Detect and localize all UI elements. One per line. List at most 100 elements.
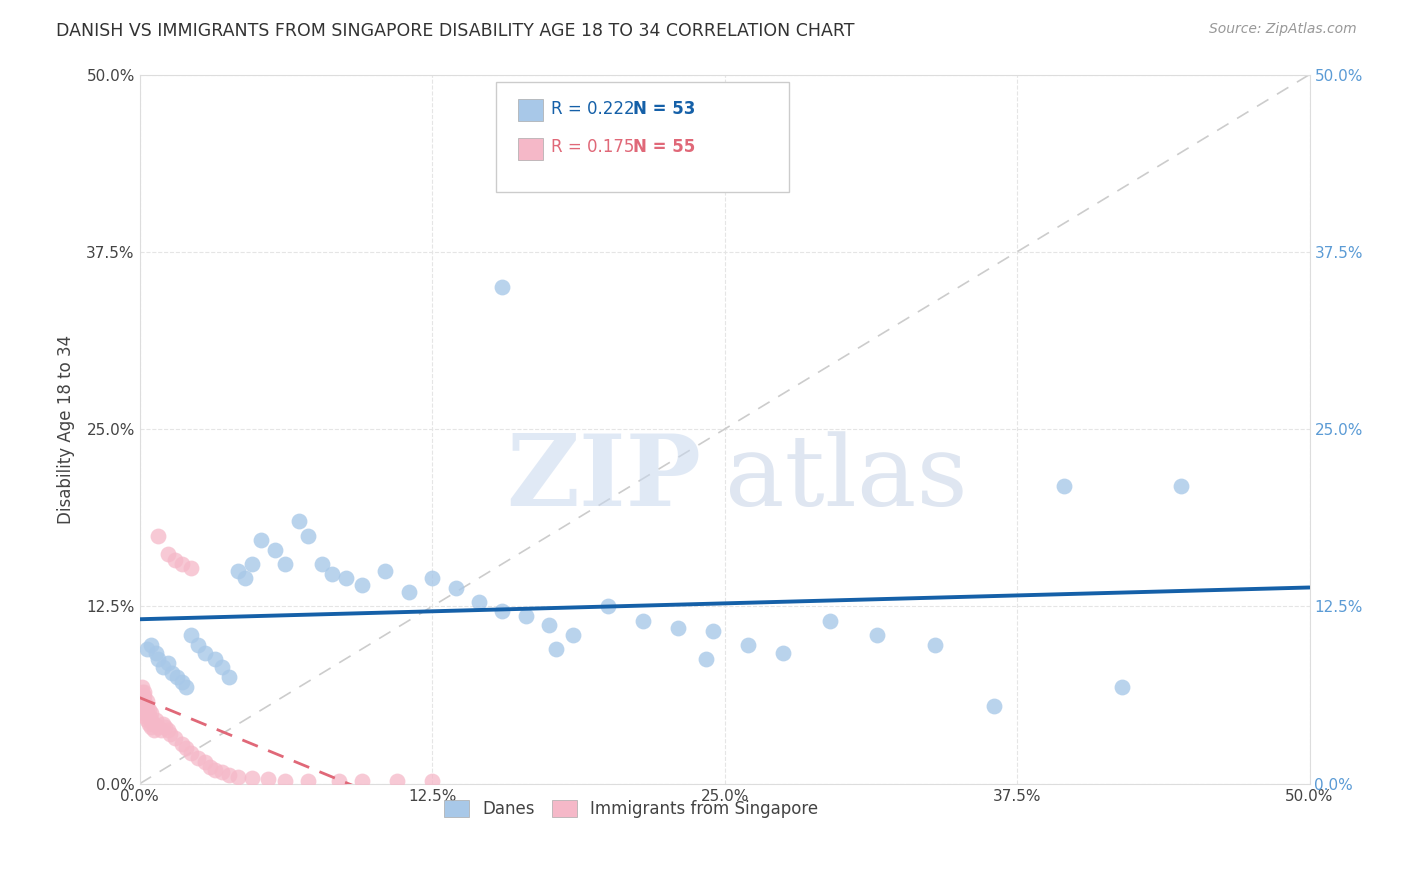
Point [131,680,153,694]
Text: Source: ZipAtlas.com: Source: ZipAtlas.com [1209,22,1357,37]
Point [131,698,153,713]
Point [468,595,491,609]
Point [335,571,357,585]
Point [135,713,157,727]
Point [138,717,160,731]
Point [264,542,287,557]
Point [924,638,946,652]
Point [148,652,170,666]
Point [162,666,184,681]
Point [148,528,170,542]
Text: ZIP: ZIP [506,430,702,527]
Point [211,660,233,674]
Point [444,581,467,595]
Point [135,642,157,657]
Point [180,628,202,642]
Point [240,557,263,571]
Point [287,514,309,528]
Point [142,723,165,737]
Point [218,768,240,782]
Point [772,646,794,660]
Point [156,656,179,670]
Point [131,684,153,698]
Point [491,604,513,618]
FancyBboxPatch shape [496,81,789,192]
Point [131,694,153,708]
Point [180,561,202,575]
Point [152,660,174,674]
Point [163,552,186,566]
Point [350,578,373,592]
Point [176,741,198,756]
Point [159,727,181,741]
Point [135,694,157,708]
Point [226,770,249,784]
Point [250,533,273,547]
Point [142,717,165,731]
Point [515,609,537,624]
Point [152,717,174,731]
Point [297,528,319,542]
Point [737,638,759,652]
Point [155,720,177,734]
Point [328,773,350,788]
Point [166,670,188,684]
Point [134,703,156,717]
Point [866,628,889,642]
Point [138,708,160,723]
Point [135,698,157,713]
Point [420,571,443,585]
Point [198,760,221,774]
Point [194,646,217,660]
Text: N = 53: N = 53 [633,100,696,118]
Point [1170,479,1192,493]
Point [321,566,343,581]
Point [218,670,240,684]
Point [176,680,198,694]
Point [145,646,167,660]
Point [163,731,186,746]
Point [156,547,179,561]
Point [134,698,156,713]
Point [180,746,202,760]
Point [170,674,193,689]
Point [420,773,443,788]
Point [596,599,619,614]
Point [226,564,249,578]
Bar [517,138,543,160]
Point [149,723,172,737]
Text: atlas: atlas [724,431,967,526]
Point [983,698,1005,713]
Point [274,773,297,788]
Point [156,723,179,737]
Point [170,557,193,571]
Point [134,708,156,723]
Point [134,684,156,698]
Y-axis label: Disability Age 18 to 34: Disability Age 18 to 34 [58,334,75,524]
Point [134,694,156,708]
Point [1053,479,1076,493]
Point [204,652,226,666]
Text: DANISH VS IMMIGRANTS FROM SINGAPORE DISABILITY AGE 18 TO 34 CORRELATION CHART: DANISH VS IMMIGRANTS FROM SINGAPORE DISA… [56,22,855,40]
Point [138,703,160,717]
Point [148,720,170,734]
Point [311,557,333,571]
Point [233,571,256,585]
Point [240,771,263,785]
Point [141,638,163,652]
Point [702,624,724,638]
Point [274,557,297,571]
Point [187,751,209,765]
Point [385,773,408,788]
Point [187,638,209,652]
Point [131,689,153,703]
Point [491,280,513,294]
Point [131,706,153,720]
Point [170,737,193,751]
Point [374,564,396,578]
Point [631,614,654,628]
Point [398,585,420,599]
Point [134,689,156,703]
Text: R = 0.175: R = 0.175 [551,138,636,156]
Point [141,713,163,727]
